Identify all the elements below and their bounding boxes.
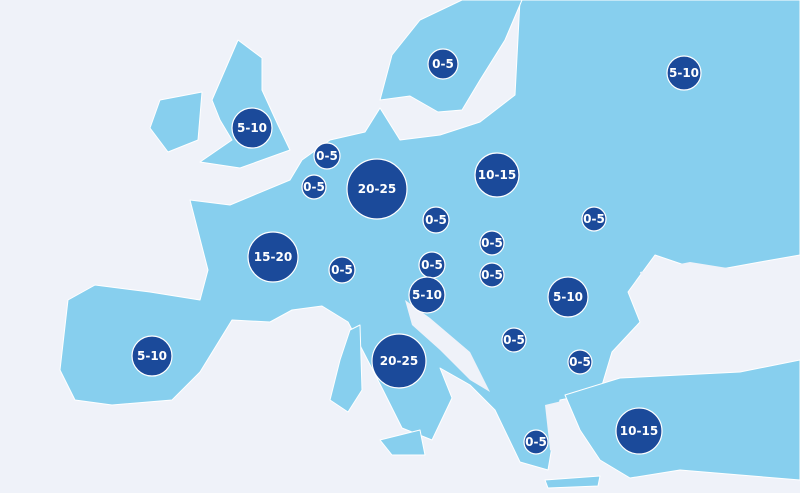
marker[interactable] (422, 206, 450, 234)
marker-label: 10-15 (478, 168, 516, 182)
marker-label: 0-5 (583, 212, 605, 226)
marker-label: 0-5 (303, 180, 325, 194)
marker[interactable] (313, 142, 341, 170)
marker[interactable] (615, 407, 663, 455)
marker-label: 0-5 (569, 355, 591, 369)
marker-label: 20-25 (380, 354, 418, 368)
ireland (149, 91, 203, 153)
marker[interactable] (131, 335, 173, 377)
crete (544, 475, 601, 489)
marker-label: 20-25 (358, 182, 396, 196)
marker[interactable] (567, 349, 593, 375)
marker[interactable] (547, 276, 589, 318)
marker[interactable] (301, 174, 327, 200)
markers: 5-10 0-5 5-10 0-5 0-5 20-25 10-15 0-5 0-… (131, 48, 702, 455)
marker[interactable] (247, 231, 299, 283)
adriatic (405, 300, 490, 392)
marker[interactable] (523, 429, 549, 455)
marker-label: 0-5 (525, 435, 547, 449)
marker[interactable] (666, 55, 702, 91)
sicily (379, 429, 426, 456)
marker-label: 15-20 (254, 250, 292, 264)
marker[interactable] (371, 333, 427, 389)
marker[interactable] (346, 158, 408, 220)
marker-label: 5-10 (553, 290, 583, 304)
marker-label: 5-10 (669, 66, 699, 80)
mainland (59, 0, 800, 471)
corsica-sardinia (329, 324, 363, 413)
marker[interactable] (479, 230, 505, 256)
land (59, 0, 800, 489)
marker[interactable] (427, 48, 459, 80)
marker[interactable] (328, 256, 356, 284)
marker[interactable] (479, 262, 505, 288)
black-sea (640, 262, 780, 370)
marker-label: 5-10 (412, 288, 442, 302)
marker[interactable] (231, 107, 273, 149)
marker-label: 0-5 (331, 263, 353, 277)
marker-label: 10-15 (620, 424, 658, 438)
marker[interactable] (501, 327, 527, 353)
marker-label: 0-5 (425, 213, 447, 227)
marker-label: 0-5 (421, 258, 443, 272)
marker-label: 5-10 (137, 349, 167, 363)
marker-label: 5-10 (237, 121, 267, 135)
marker-label: 0-5 (432, 57, 454, 71)
marker-label: 0-5 (503, 333, 525, 347)
marker-label: 0-5 (481, 268, 503, 282)
marker[interactable] (408, 276, 446, 314)
turkey (564, 359, 800, 481)
marker[interactable] (474, 152, 520, 198)
marker-label: 0-5 (481, 236, 503, 250)
marker-label: 0-5 (316, 149, 338, 163)
marker[interactable] (581, 206, 607, 232)
